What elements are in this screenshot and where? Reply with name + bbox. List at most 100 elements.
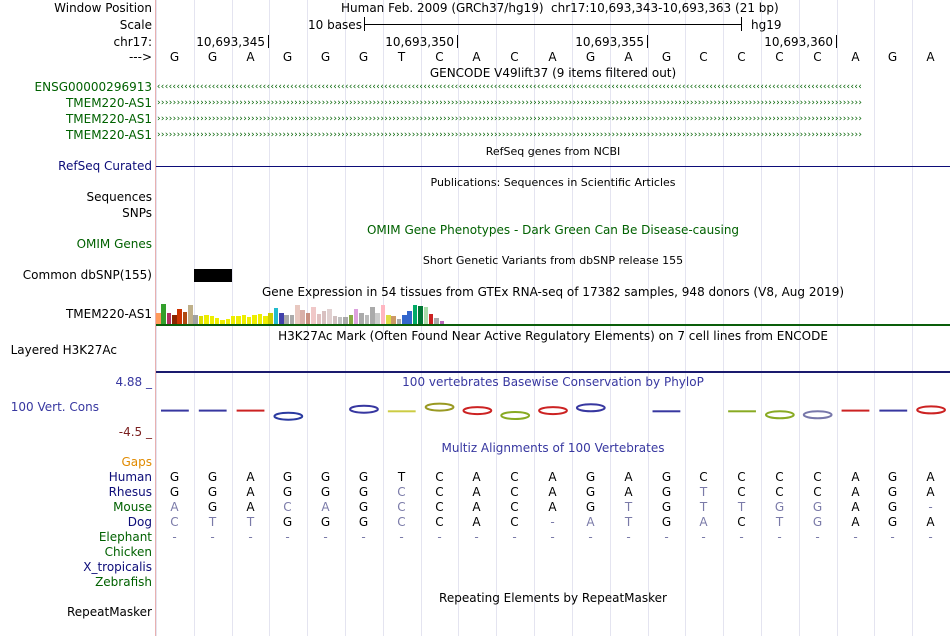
alignment-base: - xyxy=(550,530,555,544)
gene-label-tmem220-as1-1[interactable]: TMEM220-AS1 xyxy=(65,96,152,110)
gtex-tissue-bar[interactable] xyxy=(375,313,380,324)
gtex-tissue-bar[interactable] xyxy=(364,315,370,324)
gtex-tissue-bar[interactable] xyxy=(172,315,177,324)
gtex-tissue-bar[interactable] xyxy=(214,318,220,324)
alignment-base: G xyxy=(887,500,898,514)
h3k27ac-label[interactable]: Layered H3K27Ac xyxy=(10,343,117,357)
repeatmasker-track-title: Repeating Elements by RepeatMasker xyxy=(439,591,667,605)
h3k27ac-line xyxy=(156,371,950,373)
gene-tmem220-as1-2-chevrons[interactable]: ››››››››››››››››››››››››››››››››››››››››… xyxy=(156,115,863,123)
alignment-base: C xyxy=(283,500,292,514)
species-label[interactable]: Elephant xyxy=(98,530,152,544)
gene-tmem220-as1-3-chevrons[interactable]: ››››››››››››››››››››››››››››››››››››››››… xyxy=(156,131,863,139)
base-letter: C xyxy=(510,50,519,64)
gtex-tissue-bar[interactable] xyxy=(236,316,241,324)
gtex-tissue-bar[interactable] xyxy=(268,313,273,324)
phylop-logo-glyph xyxy=(764,410,795,420)
gtex-tissue-bar[interactable] xyxy=(289,315,295,324)
gtex-tissue-bar[interactable] xyxy=(311,307,316,324)
gtex-tissue-bar[interactable] xyxy=(177,309,182,324)
gtex-tissue-bar[interactable] xyxy=(230,316,236,324)
base-letter: C xyxy=(435,50,444,64)
species-label[interactable]: X_tropicalis xyxy=(83,560,152,574)
gtex-tissue-bar[interactable] xyxy=(359,313,364,324)
alignment-base: C xyxy=(397,500,406,514)
gtex-tissue-bar[interactable] xyxy=(370,307,375,324)
gtex-tissue-bar[interactable] xyxy=(391,316,396,324)
gtex-tissue-bar[interactable] xyxy=(156,313,161,324)
gtex-tissue-bar[interactable] xyxy=(252,315,257,324)
gtex-tissue-bar[interactable] xyxy=(337,317,343,324)
gene-label-tmem220-as1-3[interactable]: TMEM220-AS1 xyxy=(65,128,152,142)
dbsnp-label[interactable]: Common dbSNP(155) xyxy=(22,268,152,282)
gtex-tissue-bar[interactable] xyxy=(198,316,204,324)
refseq-label[interactable]: RefSeq Curated xyxy=(58,159,152,173)
gtex-tissue-bar[interactable] xyxy=(402,315,407,324)
gtex-tissue-bar[interactable] xyxy=(166,313,172,324)
gtex-tissue-bar[interactable] xyxy=(193,315,198,324)
alignment-base: A xyxy=(926,470,935,484)
gtex-bar-chart[interactable] xyxy=(156,300,950,324)
alignment-base: C xyxy=(737,470,746,484)
phylop-score xyxy=(161,409,189,412)
gtex-tissue-bar[interactable] xyxy=(386,315,391,324)
gtex-tissue-bar[interactable] xyxy=(161,304,166,324)
gtex-tissue-bar[interactable] xyxy=(220,320,225,324)
species-label[interactable]: Chicken xyxy=(104,545,152,559)
gtex-tissue-bar[interactable] xyxy=(273,308,279,324)
gtex-tissue-bar[interactable] xyxy=(434,318,439,324)
species-label[interactable]: Dog xyxy=(127,515,152,529)
gtex-tissue-bar[interactable] xyxy=(407,311,412,324)
gtex-tissue-bar[interactable] xyxy=(305,313,311,324)
gtex-tissue-bar[interactable] xyxy=(348,315,354,324)
gtex-tissue-bar[interactable] xyxy=(316,314,322,324)
gtex-tissue-bar[interactable] xyxy=(204,315,209,324)
gene-label-ensg[interactable]: ENSG00000296913 xyxy=(34,80,152,94)
multiz-track-title: Multiz Alignments of 100 Vertebrates xyxy=(441,441,665,455)
phylop-wiggle[interactable] xyxy=(156,390,950,435)
gtex-tissue-bar[interactable] xyxy=(380,305,386,324)
gtex-tissue-bar[interactable] xyxy=(321,311,327,324)
sequences-label[interactable]: Sequences xyxy=(86,190,152,204)
omim-label[interactable]: OMIM Genes xyxy=(76,237,152,251)
gtex-tissue-bar[interactable] xyxy=(353,309,359,324)
gene-tmem220-as1-1-chevrons[interactable]: ››››››››››››››››››››››››››››››››››››››››… xyxy=(156,99,863,107)
gtex-tissue-bar[interactable] xyxy=(418,306,423,324)
gtex-tissue-bar[interactable] xyxy=(412,305,418,324)
species-label[interactable]: Zebrafish xyxy=(95,575,152,589)
gtex-tissue-bar[interactable] xyxy=(279,313,284,324)
gtex-label[interactable]: TMEM220-AS1 xyxy=(65,307,152,321)
repeatmasker-label[interactable]: RepeatMasker xyxy=(66,605,152,619)
species-label[interactable]: Human xyxy=(108,470,152,484)
gtex-tissue-bar[interactable] xyxy=(241,315,247,324)
gtex-tissue-bar[interactable] xyxy=(295,305,300,324)
gtex-tissue-bar[interactable] xyxy=(439,321,445,324)
gtex-tissue-bar[interactable] xyxy=(263,316,268,324)
gene-label-tmem220-as1-2[interactable]: TMEM220-AS1 xyxy=(65,112,152,126)
grid-line xyxy=(912,0,913,636)
genome-browser-image[interactable]: Human Feb. 2009 (GRCh37/hg19) chr17:10,6… xyxy=(156,0,950,636)
gtex-tissue-bar[interactable] xyxy=(188,305,193,324)
gtex-tissue-bar[interactable] xyxy=(428,314,434,324)
gtex-tissue-bar[interactable] xyxy=(225,319,231,324)
dbsnp-variant-block[interactable] xyxy=(194,269,232,282)
gtex-tissue-bar[interactable] xyxy=(343,317,348,324)
gtex-tissue-bar[interactable] xyxy=(300,310,305,324)
gtex-tissue-bar[interactable] xyxy=(396,319,402,324)
gtex-tissue-bar[interactable] xyxy=(182,312,188,324)
gene-ensg-chevrons[interactable]: ‹‹‹‹‹‹‹‹‹‹‹‹‹‹‹‹‹‹‹‹‹‹‹‹‹‹‹‹‹‹‹‹‹‹‹‹‹‹‹‹… xyxy=(156,83,863,91)
gtex-tissue-bar[interactable] xyxy=(209,316,215,324)
gtex-tissue-bar[interactable] xyxy=(327,309,332,324)
alignment-base: C xyxy=(813,485,822,499)
species-label[interactable]: Rhesus xyxy=(108,485,152,499)
gtex-tissue-bar[interactable] xyxy=(284,315,289,324)
gtex-tissue-bar[interactable] xyxy=(246,317,252,324)
gtex-tissue-bar[interactable] xyxy=(332,316,338,324)
snps-label[interactable]: SNPs xyxy=(122,206,152,220)
species-label[interactable]: Mouse xyxy=(113,500,152,514)
gtex-tissue-bar[interactable] xyxy=(423,307,429,324)
gtex-tissue-bar[interactable] xyxy=(257,314,263,324)
cons-name-label[interactable]: 100 Vert. Cons xyxy=(10,400,99,414)
alignment-base: G xyxy=(661,470,672,484)
base-letter: C xyxy=(813,50,822,64)
